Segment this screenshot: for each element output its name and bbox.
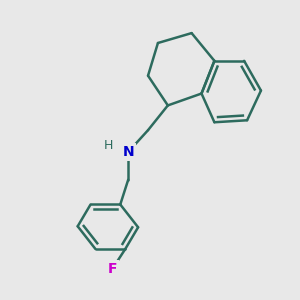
Text: F: F: [108, 262, 117, 276]
Text: H: H: [104, 139, 113, 152]
Text: N: N: [122, 145, 134, 159]
